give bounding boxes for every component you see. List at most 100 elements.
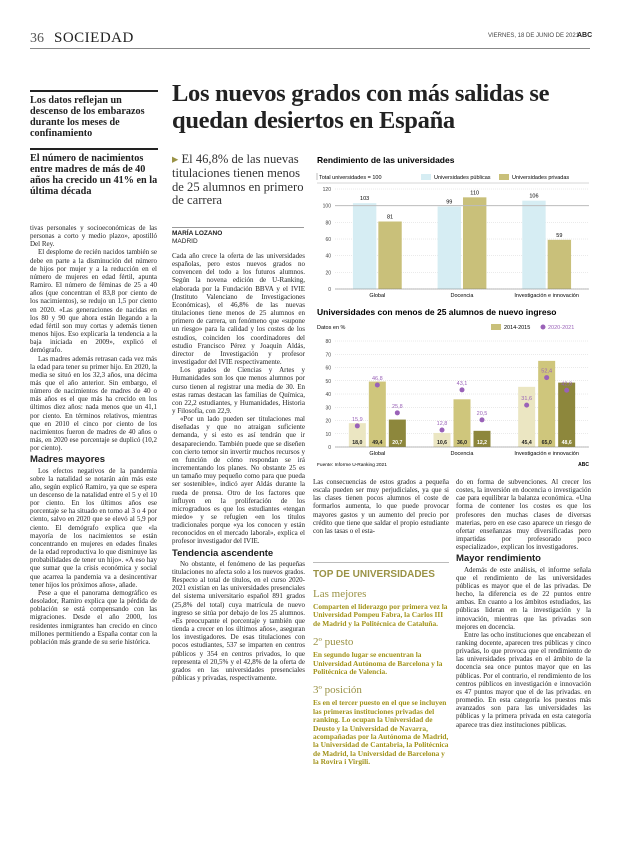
dot-value: 31,6 (521, 396, 532, 402)
dot (439, 427, 445, 433)
dot-value: 20,5 (477, 411, 488, 417)
credit: ABC (578, 462, 589, 468)
y-tick-label: 80 (325, 220, 331, 226)
dot (479, 417, 485, 423)
paragraph: El desplome de recién nacidos también se… (30, 248, 157, 355)
bar-value: 10,6 (437, 440, 447, 446)
paragraph: Los grados de Ciencias y Artes y Humanid… (172, 366, 305, 415)
source: Fuente: Informe U-Ranking 2021 (317, 462, 387, 468)
bar-value: 65,0 (542, 440, 552, 446)
dot (524, 402, 530, 408)
bar (453, 399, 471, 447)
bar-value: 59 (556, 233, 562, 239)
box-heading: 3º posición (313, 684, 362, 697)
y-tick-label: 0 (328, 287, 331, 293)
legend-swatch (499, 174, 509, 180)
lead: ▸ El 46,8% de las nuevas titulaciones ti… (172, 152, 304, 208)
dot-value: 15,9 (352, 417, 363, 423)
bar-value: 20,7 (392, 440, 402, 446)
column: tivas personales y socioeconómicas de la… (30, 224, 157, 842)
y-tick-label: 70 (325, 352, 331, 358)
box-text: En segundo lugar se encuentran la Univer… (313, 650, 443, 677)
bar-value: 45,4 (522, 440, 532, 446)
column: do en forma de subvenciones. Al crecer l… (456, 478, 591, 842)
y-tick-label: 120 (323, 187, 332, 193)
chart: Universidades con menos de 25 alumnos de… (317, 307, 589, 468)
legend-swatch (540, 324, 546, 330)
bar-value: 103 (360, 196, 369, 202)
box-heading: Las mejores (313, 588, 367, 600)
chart-title: Rendimiento de las universidades (317, 155, 455, 165)
bar-value: 81 (387, 215, 393, 221)
date: VIERNES, 18 DE JUNIO DE 2021 (488, 33, 580, 39)
sidebar-quote: El número de nacimientos entre madres de… (30, 148, 158, 197)
legend-label: Total universidades = 100 (319, 175, 382, 181)
lead-text: El 46,8% de las nuevas titulaciones tien… (172, 152, 304, 208)
headline: Los nuevos grados con más salidas se que… (172, 80, 550, 134)
paper: ABC (577, 32, 593, 39)
y-tick-label: 30 (325, 405, 331, 411)
y-tick-label: 60 (325, 366, 331, 372)
bar (538, 360, 556, 447)
section: SOCIEDAD (54, 30, 134, 46)
unit-note: Datos en % (317, 325, 346, 331)
subheading: Tendencia ascendente (172, 547, 274, 559)
y-tick-label: 40 (325, 392, 331, 398)
legend-swatch (491, 324, 501, 330)
box: TOP DE UNIVERSIDADES Las mejores Comparte… (313, 562, 449, 843)
column: Las consecuencias de estos grados a pequ… (313, 478, 449, 552)
chart-title: Universidades con menos de 25 alumnos de… (317, 307, 557, 317)
paragraph: No obstante, el fenómeno de las pequeñas… (172, 559, 305, 682)
bar (473, 430, 491, 447)
byline: MARÍA LOZANO MADRID (172, 227, 304, 246)
x-tick-label: Global (369, 451, 385, 457)
y-tick-label: 20 (325, 419, 331, 425)
bar (348, 423, 366, 447)
box-text: Es en el tercer puesto en el que se incl… (313, 698, 449, 767)
bar-value: 49,4 (372, 440, 382, 446)
y-tick-label: 40 (325, 254, 331, 260)
y-tick-label: 50 (325, 379, 331, 385)
legend-label: 2020-2021 (548, 325, 574, 331)
dot-value: 25,8 (392, 404, 403, 410)
sidebar-quote: Los datos reflejan un descenso de los em… (30, 90, 158, 139)
legend-label: Universidades públicas (434, 175, 491, 181)
paragraph: Pese a que el panorama demográfico es de… (30, 588, 157, 646)
paragraph: Las consecuencias de estos grados a pequ… (313, 478, 449, 535)
chart: Rendimiento de las universidades Total un… (316, 155, 589, 299)
bar-value: 18,0 (352, 440, 362, 446)
bar (522, 200, 546, 289)
y-tick-label: 20 (325, 270, 331, 276)
legend-swatch (421, 174, 431, 180)
bar-value: 99 (446, 200, 452, 206)
subheading: Mayor rendimiento (456, 553, 541, 565)
paragraph: Las madres además retrasan cada vez más … (30, 354, 157, 453)
box-text: Comparten el liderazgo por primera vez l… (313, 602, 448, 628)
bar (463, 197, 487, 289)
bar-value: 110 (470, 190, 479, 196)
x-tick-label: Global (369, 293, 385, 299)
bar-value: 12,2 (477, 440, 487, 446)
subheading: Madres mayores (30, 454, 105, 466)
dot (544, 375, 550, 381)
paragraph: «Por un lado pueden ser titulaciones mal… (172, 415, 305, 546)
bar (547, 239, 572, 289)
bar (368, 381, 386, 447)
y-tick-label: 0 (328, 445, 331, 451)
bar (437, 206, 461, 289)
y-tick-label: 100 (323, 204, 332, 210)
box-items: Las mejores Comparten el liderazgo por pr… (313, 588, 449, 767)
dot (459, 387, 465, 393)
box-heading: 2º puesto (313, 636, 354, 649)
box-title: TOP DE UNIVERSIDADES (313, 569, 435, 580)
x-tick-label: Investigación e innovación (514, 293, 579, 299)
dot-value: 46,8 (372, 376, 383, 382)
x-tick-label: Docencia (451, 451, 475, 457)
y-tick-label: 10 (325, 432, 331, 438)
dot (394, 410, 400, 416)
paragraph: Cada año crece la oferta de las universi… (172, 252, 305, 367)
dot (354, 423, 360, 429)
bar (518, 386, 536, 447)
dot (564, 387, 570, 393)
bar-value: 106 (529, 194, 538, 200)
